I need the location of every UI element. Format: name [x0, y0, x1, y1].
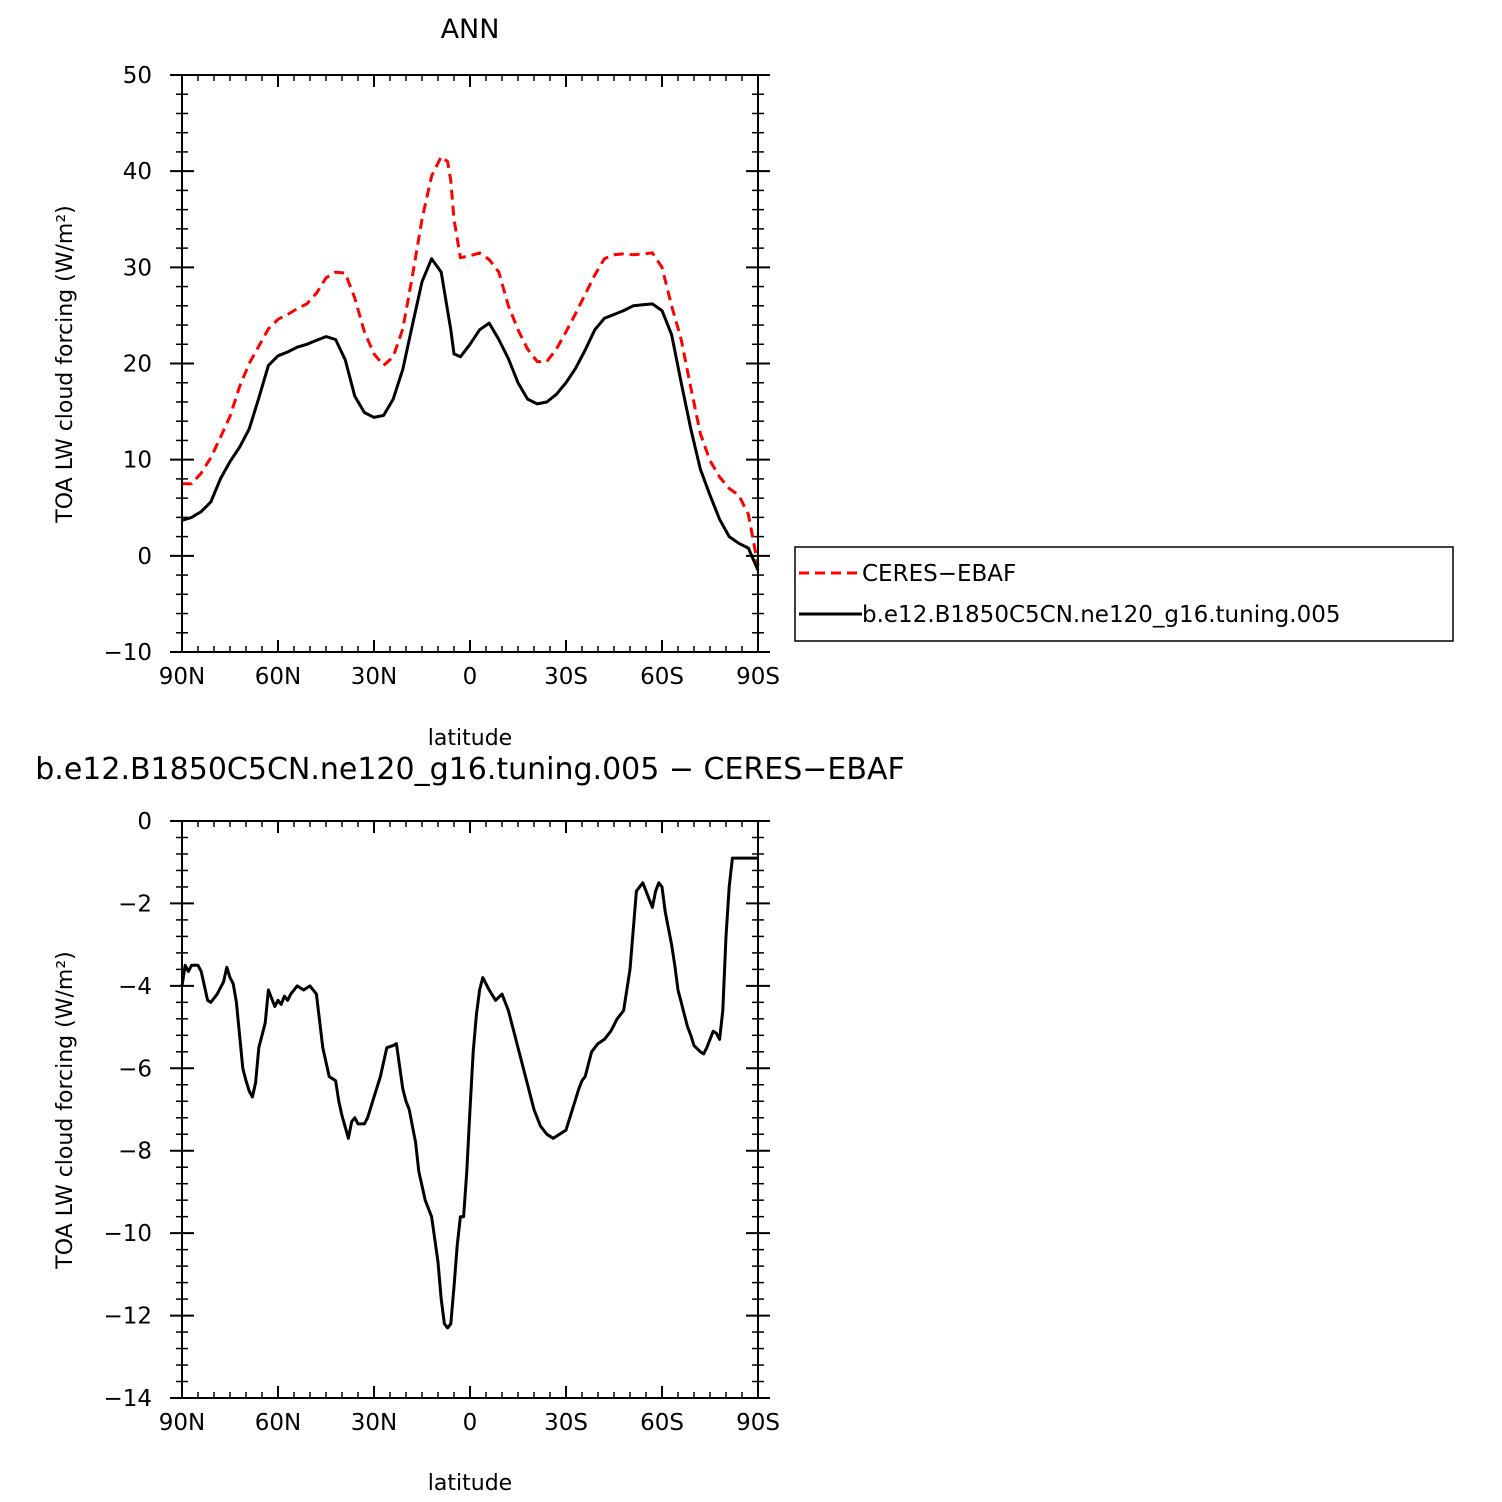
bottom-chart-axes: 90N 60N 30N 0 30S 60S 90S −14 −12 −10 −8 −6 −4 −2 0	[103, 809, 779, 1436]
bottom-y-tick-label: 0	[137, 809, 152, 835]
top-chart-frame	[181, 74, 759, 653]
bottom-y-tick-label: −2	[118, 891, 152, 917]
bottom-x-tick-label: 30S	[544, 1410, 588, 1436]
bottom-chart-ylabel: TOA LW cloud forcing (W/m²)	[53, 951, 78, 1269]
top-y-tick-label: 10	[123, 448, 152, 474]
top-x-tick-label: 90N	[159, 664, 205, 690]
top-chart-xlabel: latitude	[428, 726, 512, 751]
bottom-x-tick-label: 60S	[640, 1410, 684, 1436]
bottom-x-tick-label: 90S	[736, 1410, 780, 1436]
bottom-y-tick-label: −6	[118, 1056, 152, 1082]
top-y-tick-label: 20	[123, 352, 152, 378]
top-chart-series	[181, 155, 760, 571]
top-y-tick-label: 0	[137, 544, 152, 570]
bottom-y-tick-label: −4	[118, 974, 152, 1000]
top-y-tick-label: 40	[123, 159, 152, 185]
bottom-chart-xlabel: latitude	[428, 1471, 512, 1496]
top-y-tick-label: 30	[123, 255, 152, 281]
top-x-tick-label: 60S	[640, 664, 684, 690]
top-series-line-1	[181, 257, 760, 571]
top-chart-ylabel: TOA LW cloud forcing (W/m²)	[53, 205, 78, 523]
bottom-x-tick-label: 0	[463, 1410, 478, 1436]
top-series-line-0	[182, 155, 760, 566]
bottom-chart-series	[180, 856, 758, 1330]
top-x-tick-label: 90S	[736, 664, 780, 690]
bottom-x-tick-label: 30N	[351, 1410, 397, 1436]
bottom-y-tick-label: −12	[103, 1304, 152, 1330]
bottom-y-tick-label: −10	[103, 1221, 152, 1247]
top-x-tick-label: 30S	[544, 664, 588, 690]
top-x-tick-label: 30N	[351, 664, 397, 690]
legend-box	[794, 546, 1454, 642]
top-chart-panel: ANN TOA LW cloud forcing (W/m²) latitude…	[53, 14, 780, 751]
legend-label-model: b.e12.B1850C5CN.ne120_g16.tuning.005	[862, 602, 1340, 628]
top-y-tick-label: 50	[123, 63, 152, 89]
bottom-x-tick-label: 60N	[255, 1410, 301, 1436]
bottom-x-tick-label: 90N	[159, 1410, 205, 1436]
top-x-tick-label: 0	[463, 664, 478, 690]
legend-label-ceres: CERES−EBAF	[862, 561, 1016, 587]
bottom-y-tick-label: −8	[118, 1139, 152, 1165]
bottom-chart-title: b.e12.B1850C5CN.ne120_g16.tuning.005 − C…	[35, 752, 905, 787]
bottom-chart-frame	[181, 820, 759, 1399]
bottom-series-line-0	[180, 856, 758, 1330]
top-chart-title: ANN	[441, 14, 500, 45]
top-x-tick-label: 60N	[255, 664, 301, 690]
top-y-tick-label: −10	[103, 640, 152, 666]
bottom-y-tick-label: −14	[103, 1386, 152, 1412]
bottom-chart-panel: b.e12.B1850C5CN.ne120_g16.tuning.005 − C…	[35, 752, 905, 1496]
legend: CERES−EBAF b.e12.B1850C5CN.ne120_g16.tun…	[794, 546, 1454, 642]
